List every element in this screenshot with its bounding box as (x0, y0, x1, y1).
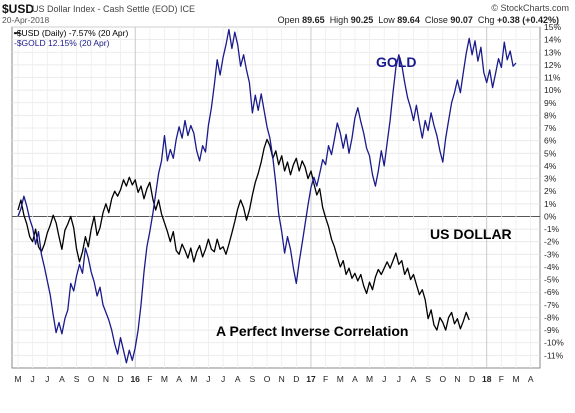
y-tick-label: 1% (544, 199, 557, 209)
source-credit: © StockCharts.com (491, 3, 569, 13)
y-tick-label: -3% (544, 249, 560, 259)
y-tick-label: -6% (544, 287, 560, 297)
stat-open-value: 89.65 (302, 15, 325, 25)
y-tick-label: -10% (544, 338, 564, 348)
stat-chg-label: Chg (477, 15, 495, 25)
x-tick-label: A (528, 374, 534, 384)
x-tick-label: J (31, 374, 35, 384)
y-tick-label: 8% (544, 110, 557, 120)
stat-high-value: 90.25 (350, 15, 374, 25)
x-tick-label: 18 (482, 374, 492, 384)
x-tick-label: O (264, 374, 271, 384)
x-tick-label: S (74, 374, 80, 384)
x-tick-label: J (221, 374, 225, 384)
y-tick-label: -9% (544, 325, 560, 335)
x-axis-ticks: M J J A S O N D 16 F M A M J J A S O N D 17 F M A M J J A S O N D 18 F M A (14, 374, 533, 384)
x-tick-label: J (397, 374, 401, 384)
x-tick-label: M (366, 374, 373, 384)
y-tick-label: -1% (544, 224, 560, 234)
chart-date: 20-Apr-2018 (2, 15, 50, 25)
chart-subtitle: US Dollar Index - Cash Settle (EOD) ICE (32, 4, 196, 14)
stat-open-label: Open (277, 15, 300, 25)
y-tick-label: 2% (544, 186, 557, 196)
plot-area (11, 26, 541, 369)
x-tick-label: M (190, 374, 197, 384)
y-tick-label: 12% (544, 60, 561, 70)
series-line-gold (17, 28, 517, 364)
stat-close-value: 90.07 (450, 15, 473, 25)
x-tick-label: D (293, 374, 299, 384)
x-tick-label: N (103, 374, 109, 384)
y-tick-label: 15% (544, 22, 561, 32)
stat-chg-value: +0.38 (+0.42%) (496, 15, 559, 25)
x-tick-label: S (425, 374, 431, 384)
chart-ticker: $USD (2, 2, 35, 16)
y-tick-label: 9% (544, 98, 557, 108)
x-tick-label: D (117, 374, 123, 384)
stat-low-value: 89.64 (397, 15, 420, 25)
y-tick-label: -4% (544, 262, 560, 272)
x-tick-label: A (411, 374, 417, 384)
gold-annotation: GOLD (376, 54, 416, 70)
x-tick-label: D (469, 374, 475, 384)
y-axis-ticks: 15% 14% 13% 12% 11% 10% 9% 8% 7% 6% 5% 4% 3% 2% 1% 0% -1… (544, 22, 564, 360)
x-tick-label: N (279, 374, 285, 384)
y-tick-label: 7% (544, 123, 557, 133)
y-tick-label: 5% (544, 148, 557, 158)
y-tick-label: 11% (544, 73, 561, 83)
legend-gold-text: -$GOLD 12.15% (20 Apr) (14, 38, 110, 48)
x-tick-label: M (512, 374, 519, 384)
stat-close-label: Close (424, 15, 448, 25)
grid-layer (12, 26, 540, 368)
x-tick-label: F (147, 374, 152, 384)
y-tick-label: 0% (544, 211, 557, 221)
y-tick-label: -5% (544, 275, 560, 285)
y-tick-label: -8% (544, 312, 560, 322)
y-tick-label: 10% (544, 85, 561, 95)
price-stats: Open 89.65 High 90.25 Low 89.64 Close 90… (278, 15, 559, 25)
series-line-usd (17, 138, 470, 331)
x-tick-label: S (250, 374, 256, 384)
usd-annotation: US DOLLAR (430, 226, 512, 242)
stat-low-label: Low (378, 15, 395, 25)
x-tick-label: J (206, 374, 210, 384)
x-tick-label: A (176, 374, 182, 384)
y-tick-label: -7% (544, 300, 560, 310)
x-tick-label: J (382, 374, 386, 384)
x-tick-label: F (323, 374, 328, 384)
x-tick-label: N (454, 374, 460, 384)
x-tick-label: F (499, 374, 504, 384)
x-tick-label: 16 (130, 374, 140, 384)
y-tick-label: 4% (544, 161, 557, 171)
x-tick-label: 17 (306, 374, 316, 384)
x-tick-label: M (161, 374, 168, 384)
x-tick-label: A (59, 374, 65, 384)
y-tick-label: 14% (544, 35, 561, 45)
y-tick-label: 13% (544, 47, 561, 57)
x-tick-label: A (235, 374, 241, 384)
caption-annotation: A Perfect Inverse Correlation (216, 323, 408, 339)
y-tick-label: 6% (544, 136, 557, 146)
y-tick-label: 3% (544, 174, 557, 184)
x-tick-label: O (88, 374, 95, 384)
x-tick-label: A (352, 374, 358, 384)
legend-usd-text: -$USD (Daily) -7.57% (20 Apr) (14, 28, 128, 38)
y-tick-label: -2% (544, 237, 560, 247)
x-tick-label: M (337, 374, 344, 384)
x-tick-label: M (14, 374, 21, 384)
series-layer (17, 28, 517, 364)
x-tick-label: J (45, 374, 49, 384)
stat-high-label: High (329, 15, 349, 25)
x-tick-label: O (439, 374, 446, 384)
y-tick-label: -11% (544, 350, 564, 360)
